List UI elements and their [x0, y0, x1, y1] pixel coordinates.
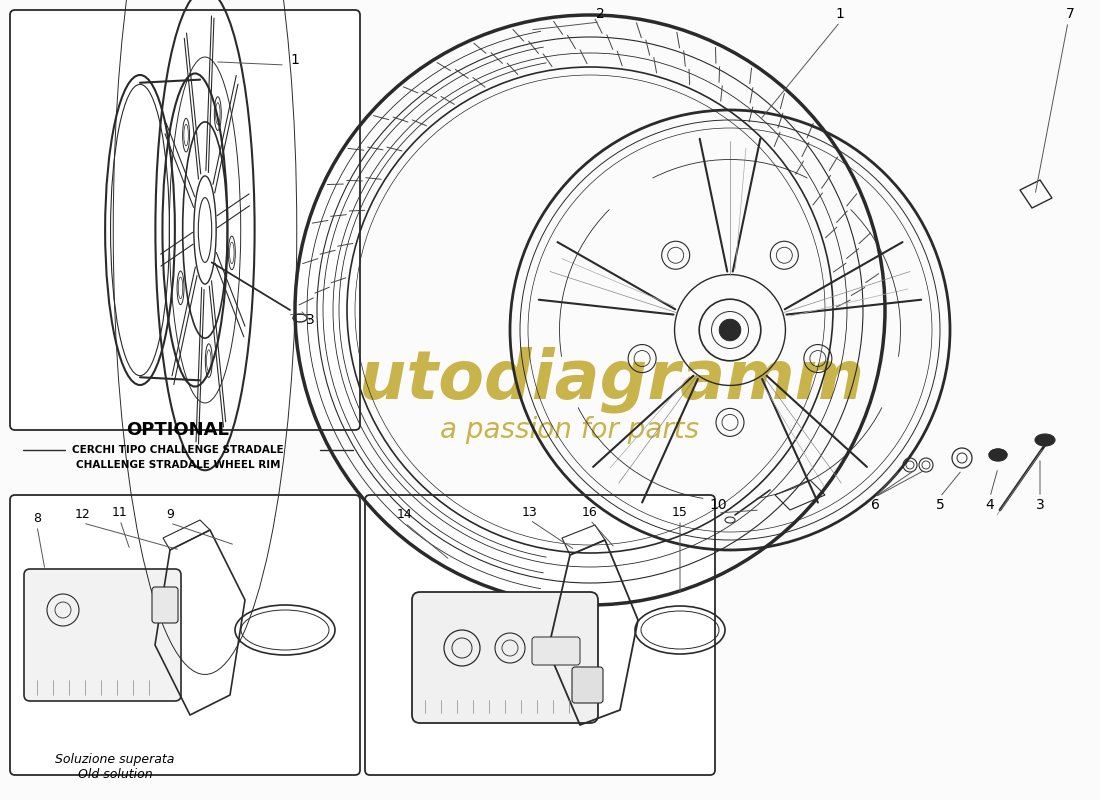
- Text: 4: 4: [986, 498, 994, 512]
- FancyBboxPatch shape: [412, 592, 598, 723]
- Text: 12: 12: [75, 509, 91, 522]
- FancyBboxPatch shape: [532, 637, 580, 665]
- Text: 11: 11: [112, 506, 128, 518]
- Text: 14: 14: [397, 509, 412, 522]
- Text: autodiagramm: autodiagramm: [315, 346, 865, 414]
- Ellipse shape: [989, 449, 1006, 461]
- Text: CERCHI TIPO CHALLENGE STRADALE: CERCHI TIPO CHALLENGE STRADALE: [73, 445, 284, 455]
- FancyBboxPatch shape: [152, 587, 178, 623]
- Text: 1: 1: [290, 53, 299, 67]
- Text: CHALLENGE STRADALE WHEEL RIM: CHALLENGE STRADALE WHEEL RIM: [76, 460, 280, 470]
- Text: 5: 5: [936, 498, 945, 512]
- Text: a passion for parts: a passion for parts: [440, 416, 700, 444]
- Text: 9: 9: [166, 509, 174, 522]
- FancyBboxPatch shape: [24, 569, 182, 701]
- FancyBboxPatch shape: [10, 10, 360, 430]
- Text: 6: 6: [870, 498, 879, 512]
- Text: Soluzione superata: Soluzione superata: [55, 754, 175, 766]
- FancyBboxPatch shape: [365, 495, 715, 775]
- Text: 3: 3: [306, 313, 315, 327]
- Ellipse shape: [1035, 434, 1055, 446]
- Text: 3: 3: [1035, 498, 1044, 512]
- Text: OPTIONAL: OPTIONAL: [126, 421, 230, 439]
- Text: 15: 15: [672, 506, 688, 518]
- Text: 1: 1: [836, 7, 845, 21]
- FancyBboxPatch shape: [572, 667, 603, 703]
- Text: 10: 10: [710, 498, 727, 512]
- Text: 2: 2: [595, 7, 604, 21]
- Text: 16: 16: [582, 506, 598, 518]
- Text: Old solution: Old solution: [78, 769, 152, 782]
- FancyBboxPatch shape: [10, 495, 360, 775]
- Text: 7: 7: [1066, 7, 1075, 21]
- Circle shape: [719, 319, 740, 341]
- Text: 8: 8: [33, 511, 41, 525]
- Text: 13: 13: [522, 506, 538, 518]
